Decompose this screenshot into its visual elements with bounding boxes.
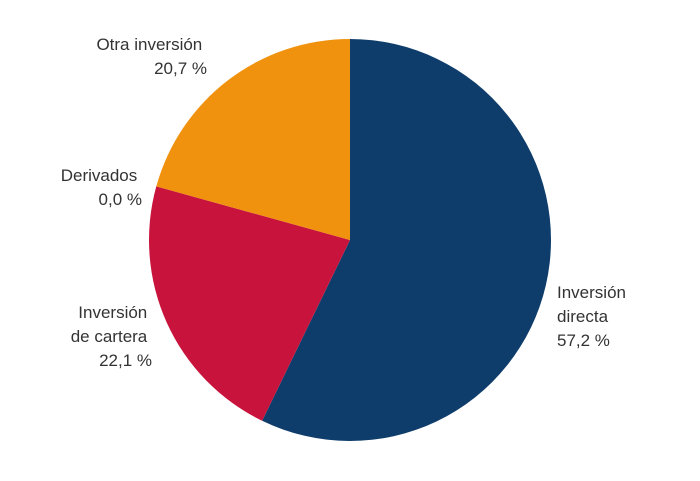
label-inversion-directa: Inversión directa 57,2 % — [557, 283, 631, 350]
label-inversion-de-cartera: Inversión de cartera 22,1 % — [71, 303, 152, 370]
slice-inversion-directa — [262, 39, 552, 441]
pie-slices — [148, 39, 552, 441]
slice-otra-inversion — [156, 39, 350, 240]
label-derivados: Derivados 0,0 % — [61, 166, 142, 209]
slice-inversion-de-cartera — [148, 186, 350, 421]
label-otra-inversion: Otra inversión 20,7 % — [96, 35, 207, 78]
pie-labels: Inversión directa 57,2 % Inversión de ca… — [61, 35, 631, 370]
